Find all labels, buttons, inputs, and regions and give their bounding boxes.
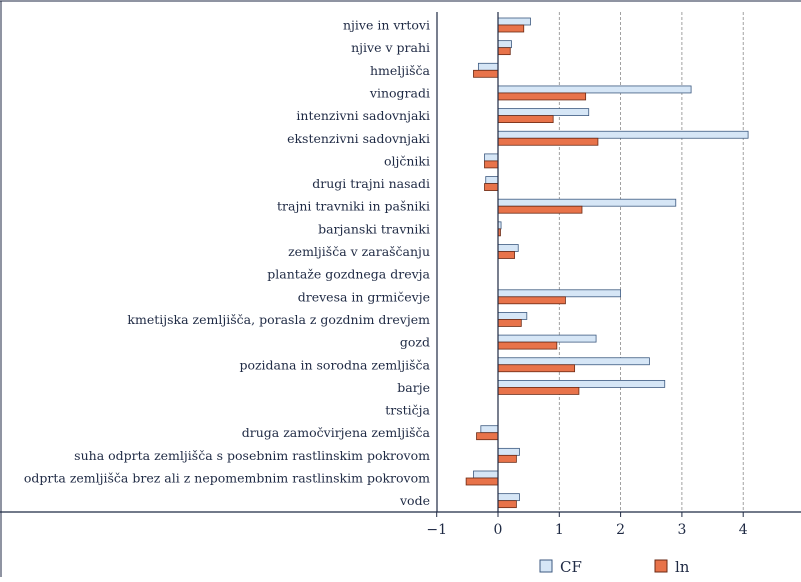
bar-cf: [497, 85, 692, 94]
bar-cf: [497, 130, 749, 139]
x-tick-label: 2: [616, 522, 625, 538]
x-tick-label: −1: [426, 522, 447, 538]
bar-ln: [465, 477, 499, 486]
grid-lines: [558, 12, 744, 512]
category-label: pozidana in sorodna zemljišča: [239, 357, 430, 372]
bar-cf: [497, 334, 597, 343]
category-label: odprta zemljišča brez ali z nepomembnim …: [24, 471, 430, 486]
bar-ln: [497, 500, 517, 509]
bar-cf: [480, 425, 499, 434]
bars: [465, 17, 749, 509]
bar-ln: [497, 364, 576, 373]
bar-cf: [497, 357, 650, 366]
bar-cf: [477, 62, 499, 71]
category-label: trstičja: [385, 403, 430, 418]
x-tick-label: 3: [677, 522, 686, 538]
bar-ln: [497, 24, 525, 33]
category-label: intenzivni sadovnjaki: [296, 108, 430, 123]
bar-cf: [497, 40, 512, 49]
category-label: drugi trajni nasadi: [312, 176, 430, 191]
bar-ln: [497, 251, 515, 259]
bar-cf: [497, 312, 528, 320]
bar-ln: [497, 454, 517, 463]
category-label: vinogradi: [369, 85, 430, 100]
legend-ln-swatch: [654, 559, 668, 573]
category-label: barjanski travniki: [318, 221, 430, 236]
bar-cf: [497, 493, 520, 502]
bar-ln: [497, 92, 587, 101]
x-tick-label: 4: [739, 522, 748, 538]
bar-cf: [473, 470, 499, 479]
category-label: drevesa in grmičevje: [298, 289, 430, 304]
bar-ln: [484, 183, 499, 191]
bar-ln: [497, 319, 522, 327]
bar-cf: [497, 379, 666, 388]
category-label: zemljišča v zaraščanju: [288, 244, 430, 259]
x-tick-label: 1: [555, 522, 564, 538]
category-label: plantaže gozdnega drevja: [267, 267, 430, 282]
category-labels: njive in vrtovi njive v prahi hmeljišča vin…: [24, 18, 431, 509]
bar-ln: [497, 386, 580, 395]
bar-ln: [476, 432, 499, 441]
category-label: hmeljišča: [370, 63, 431, 78]
bar-cf: [497, 198, 677, 207]
category-label: barje: [397, 380, 430, 395]
bar-cf: [497, 447, 520, 456]
bar-ln: [497, 47, 511, 56]
legend: CF ln: [539, 558, 690, 576]
category-label: njive v prahi: [351, 40, 430, 55]
category-label: ekstenzivni sadovnjaki: [287, 131, 430, 146]
x-axis-ticks: −1 0 1 2 3 4: [426, 512, 748, 538]
legend-cf-swatch: [539, 559, 553, 573]
category-label: gozd: [400, 335, 430, 350]
category-label: vode: [399, 493, 430, 508]
bar-cf: [484, 153, 499, 162]
legend-cf-label: CF: [560, 558, 582, 576]
bar-ln: [473, 69, 499, 78]
bar-ln: [497, 115, 554, 123]
legend-ln-label: ln: [675, 558, 690, 576]
category-label: oljčniki: [384, 153, 430, 168]
bar-ln: [497, 137, 599, 146]
category-label: druga zamočvirjena zemljišča: [242, 425, 431, 440]
bar-ln: [497, 296, 566, 305]
category-label: suha odprta zemljišča s posebnim rastlin…: [74, 448, 430, 463]
category-label: kmetijska zemljišča, porasla z gozdnim d…: [127, 312, 430, 327]
category-label: njive in vrtovi: [343, 18, 430, 33]
bar-cf: [497, 244, 519, 252]
bar-ln: [497, 341, 558, 350]
bar-cf: [497, 108, 590, 116]
bar-ln: [484, 160, 499, 169]
bar-cf: [485, 176, 499, 184]
bar-cf: [497, 289, 621, 298]
bar-cf: [497, 17, 531, 26]
x-tick-label: 0: [494, 522, 503, 538]
bar-ln: [497, 205, 583, 214]
category-label: trajni travniki in pašniki: [277, 199, 430, 214]
